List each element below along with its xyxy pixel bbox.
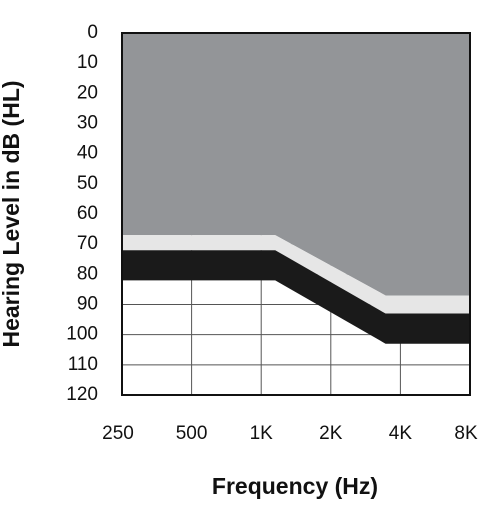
y-tick-label: 120 <box>66 384 98 405</box>
x-tick-label: 2K <box>319 423 343 444</box>
y-axis-title: Hearing Level in dB (HL) <box>0 80 24 347</box>
y-tick-label: 50 <box>77 173 98 194</box>
band-area <box>122 235 470 314</box>
x-tick-label: 4K <box>389 423 413 444</box>
plot-border <box>121 32 471 396</box>
y-tick-label: 90 <box>77 294 98 315</box>
x-tick-label: 1K <box>250 423 274 444</box>
x-tick-label: 8K <box>454 423 478 444</box>
y-tick-label: 30 <box>77 113 98 134</box>
y-tick-label: 70 <box>77 233 98 254</box>
x-tick-label: 500 <box>176 423 208 444</box>
x-axis-title: Frequency (Hz) <box>212 473 378 499</box>
y-tick-label: 10 <box>77 52 98 73</box>
band-area <box>122 33 470 296</box>
y-tick-label: 80 <box>77 263 98 284</box>
y-tick-label: 0 <box>87 22 98 43</box>
y-tick-label: 20 <box>77 82 98 103</box>
y-tick-label: 110 <box>68 354 98 375</box>
y-tick-label: 100 <box>66 324 98 345</box>
x-tick-label: 250 <box>102 423 134 444</box>
band-area <box>122 250 470 344</box>
y-tick-label: 60 <box>77 203 98 224</box>
y-tick-label: 40 <box>77 143 98 164</box>
